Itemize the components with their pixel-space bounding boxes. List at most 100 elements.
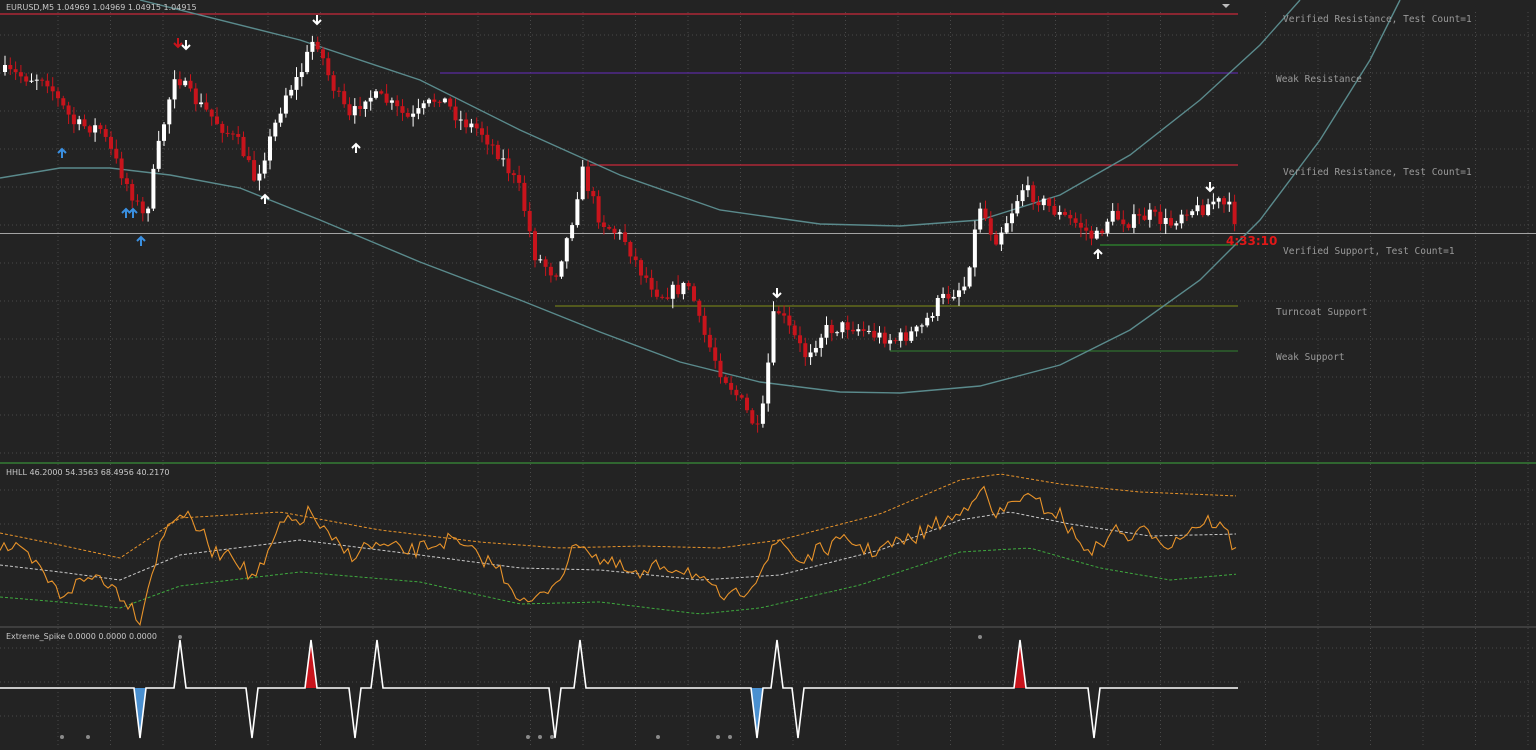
candle-body-bull bbox=[1041, 198, 1046, 206]
candle bbox=[548, 262, 553, 283]
candle bbox=[745, 393, 749, 414]
candle bbox=[1073, 212, 1078, 228]
candle bbox=[983, 200, 988, 221]
candle-body-bull bbox=[1195, 205, 1200, 212]
spike-line bbox=[0, 639, 1238, 739]
candle bbox=[845, 315, 850, 339]
candle-body-bull bbox=[289, 89, 294, 96]
candle-body-bear bbox=[18, 72, 23, 77]
candle bbox=[686, 280, 691, 291]
candle-body-bear bbox=[45, 80, 50, 87]
candle bbox=[930, 312, 935, 322]
candle bbox=[448, 96, 453, 110]
candle bbox=[1216, 196, 1221, 209]
candle bbox=[1227, 192, 1232, 212]
candle-body-bear bbox=[713, 347, 718, 361]
candle bbox=[352, 98, 357, 124]
hhll-lower-band bbox=[0, 547, 1237, 615]
candle-body-bull bbox=[1025, 185, 1030, 191]
candle-body-bear bbox=[66, 105, 71, 115]
candle bbox=[1094, 227, 1099, 240]
candle-body-bear bbox=[1158, 211, 1163, 224]
candle bbox=[109, 131, 113, 156]
candle-body-bull bbox=[898, 332, 903, 341]
candle-body-bear bbox=[130, 184, 135, 201]
zone-label-weak-resistance: Weak Resistance bbox=[1276, 74, 1362, 85]
candle bbox=[586, 160, 590, 199]
candle-body-bear bbox=[745, 397, 749, 411]
candle-body-bear bbox=[395, 100, 400, 107]
candle-body-bull bbox=[808, 352, 813, 358]
candle bbox=[34, 74, 39, 91]
candle bbox=[877, 326, 882, 344]
candle bbox=[1036, 195, 1041, 212]
candle-body-bull bbox=[909, 331, 914, 341]
candle bbox=[723, 374, 728, 385]
candle-body-bear bbox=[612, 228, 617, 234]
candle bbox=[808, 344, 813, 365]
candle-body-bull bbox=[183, 80, 188, 86]
candle-body-bull bbox=[389, 100, 394, 103]
candle bbox=[1015, 194, 1020, 217]
candle-body-bull bbox=[835, 332, 840, 334]
candle-body-bear bbox=[204, 102, 209, 110]
spike-dot bbox=[60, 735, 64, 739]
spike-dot bbox=[526, 735, 530, 739]
candle bbox=[241, 131, 246, 158]
candle bbox=[283, 87, 288, 118]
candle-body-bull bbox=[813, 347, 818, 353]
candle-body-bear bbox=[82, 119, 87, 127]
hhll-middle-band bbox=[0, 511, 1237, 581]
candle bbox=[1047, 197, 1052, 212]
candle bbox=[1078, 213, 1083, 238]
candle bbox=[829, 319, 834, 342]
candle-body-bull bbox=[458, 119, 463, 121]
candle-body-bull bbox=[877, 332, 882, 338]
candle bbox=[1131, 204, 1136, 234]
zone-label-verified-resistance: Verified Resistance, Test Count=1 bbox=[1283, 167, 1472, 178]
candle bbox=[702, 307, 707, 343]
candle-body-bull bbox=[766, 362, 771, 404]
candle bbox=[697, 298, 702, 323]
candle-body-bull bbox=[416, 108, 421, 114]
candle-body-bull bbox=[564, 238, 569, 262]
candle-body-bear bbox=[548, 266, 553, 276]
candle bbox=[336, 87, 341, 98]
candle-body-bear bbox=[246, 156, 251, 161]
candle bbox=[204, 93, 209, 112]
candle-body-bull bbox=[1227, 201, 1232, 205]
candle bbox=[792, 320, 797, 339]
extreme-spike-indicator bbox=[0, 635, 1238, 739]
candle bbox=[517, 165, 522, 192]
spike-dot bbox=[978, 635, 982, 639]
candle-body-bear bbox=[432, 99, 437, 102]
candle bbox=[379, 89, 384, 95]
candle bbox=[919, 323, 924, 334]
candle bbox=[1163, 208, 1168, 234]
candle-body-bull bbox=[310, 41, 315, 52]
candle bbox=[427, 97, 431, 107]
candle-body-bear bbox=[140, 201, 145, 214]
candle bbox=[946, 285, 951, 304]
envelope-upper-curve bbox=[139, 0, 1301, 227]
chart-shift-marker[interactable] bbox=[1222, 4, 1230, 8]
candle-body-bull bbox=[559, 261, 564, 277]
buy-signal-arrow-icon bbox=[136, 235, 146, 246]
candle bbox=[692, 283, 696, 303]
candle bbox=[1057, 205, 1062, 220]
candle bbox=[98, 122, 103, 134]
supply-demand-zones bbox=[0, 13, 1238, 352]
candlestick-series[interactable] bbox=[3, 35, 1237, 433]
candle-body-bear bbox=[803, 343, 808, 358]
spike-down-fill bbox=[751, 688, 763, 738]
candle-body-bull bbox=[951, 296, 956, 299]
candle-body-bull bbox=[262, 160, 267, 174]
candle-body-bear bbox=[527, 210, 532, 232]
candle-body-bull bbox=[294, 77, 299, 90]
candle bbox=[623, 224, 628, 246]
candle-body-bear bbox=[331, 75, 336, 91]
candle-body-bear bbox=[1089, 230, 1094, 239]
candle bbox=[389, 97, 394, 110]
